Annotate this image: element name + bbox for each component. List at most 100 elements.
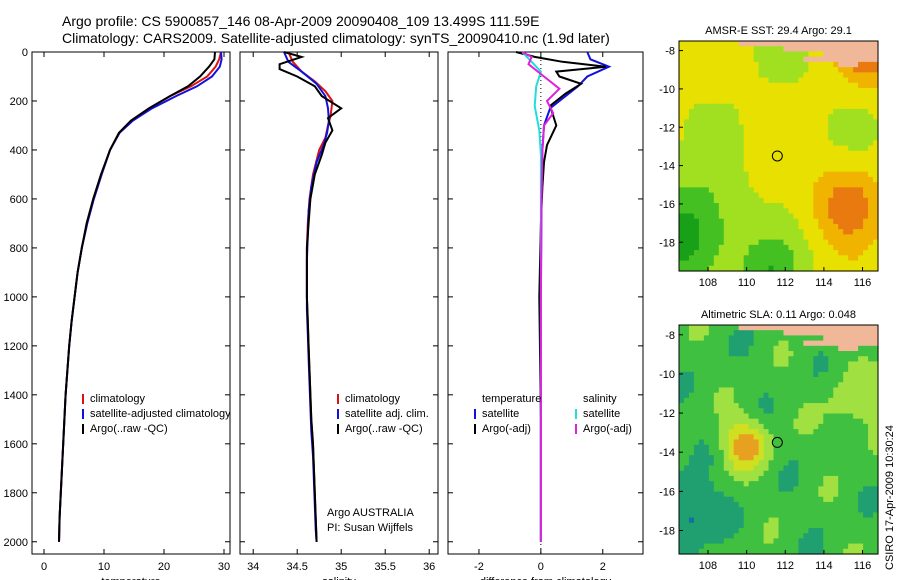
sla_map-cell	[723, 522, 730, 529]
sla_map-cell	[783, 330, 790, 336]
sla_map-cell	[808, 538, 814, 545]
sst_map-cell	[688, 98, 695, 105]
sst_map-cell	[783, 213, 790, 220]
sla_map-cell	[753, 449, 760, 456]
sst_map-cell	[713, 229, 720, 236]
sla_map-cell	[848, 496, 854, 503]
sst_map-cell	[758, 192, 765, 199]
sla_map-cell	[813, 377, 819, 383]
sst_map-cell	[743, 124, 750, 131]
sst_map-cell	[788, 265, 795, 272]
sst_map-cell	[788, 239, 795, 246]
sla_map-cell	[683, 481, 690, 487]
sst_map-cell	[693, 61, 700, 68]
sst_map-cell	[868, 82, 874, 89]
sla_map-cell	[698, 470, 705, 477]
sst_map-cell	[713, 187, 720, 194]
sla_map-cell	[808, 356, 814, 363]
sla_map-cell	[858, 377, 864, 383]
sst_map-cell	[733, 156, 740, 162]
sla_map-cell	[788, 351, 795, 357]
sst_map-cell	[733, 223, 740, 230]
sla_map-cell	[828, 382, 834, 389]
sla_map-cell	[728, 377, 735, 383]
sla_map-cell	[853, 486, 859, 493]
sla_map-cell	[743, 340, 750, 347]
sst_map-cell	[698, 82, 705, 89]
sst_map-cell	[688, 182, 695, 188]
sla_map-cell	[828, 548, 834, 555]
sst_map-cell	[858, 218, 864, 225]
sla_map-cell	[693, 423, 700, 430]
sst_map-cell	[783, 250, 790, 256]
sst_map-cell	[808, 67, 814, 73]
sla_map-cell	[868, 325, 874, 331]
sla_map-cell	[683, 330, 690, 336]
sst_map-cell	[743, 56, 750, 63]
sla_map-cell	[828, 491, 834, 498]
sst_map-cell	[713, 61, 720, 68]
sla_map-cell	[808, 522, 814, 529]
sst_map-cell	[768, 223, 775, 230]
sla_map-ytick-label: -18	[659, 526, 675, 538]
argo-institution-annotation: Argo AUSTRALIA	[327, 507, 414, 519]
sst_map-cell	[873, 213, 879, 220]
sla_map-cell	[773, 330, 780, 336]
sst_map-cell	[778, 124, 785, 131]
sst_map-cell	[798, 187, 804, 194]
sla_map-cell	[698, 548, 705, 555]
sst_map-cell	[679, 93, 685, 100]
sst_map-cell	[713, 103, 720, 110]
sst_map-cell	[833, 192, 839, 199]
sst_map-cell	[728, 182, 735, 188]
sla_map-cell	[753, 429, 760, 435]
sst_map-cell	[728, 265, 735, 272]
sst_map-cell	[873, 108, 879, 115]
sst_map-cell	[713, 124, 720, 131]
sst_map-cell	[688, 67, 695, 73]
sla_map-cell	[768, 507, 775, 513]
sst_map-cell	[763, 88, 770, 94]
sst_map-cell	[848, 182, 854, 188]
sst_map-cell	[698, 161, 705, 168]
sst_map-cell	[743, 161, 750, 168]
sst_map-cell	[743, 145, 750, 152]
sla_map-cell	[683, 475, 690, 482]
sla_map-cell	[743, 444, 750, 451]
sst_map-cell	[813, 135, 819, 141]
sst_map-cell	[873, 182, 879, 188]
sla_map-cell	[733, 377, 740, 383]
sla_map-cell	[833, 423, 839, 430]
sla_map-cell	[763, 325, 770, 331]
sst_map-cell	[863, 223, 869, 230]
sst_map-cell	[708, 124, 715, 131]
sla_map-cell	[733, 345, 740, 352]
sla_map-cell	[728, 507, 735, 513]
sst_map-cell	[698, 135, 705, 141]
sla_map-cell	[823, 460, 829, 467]
sla_map-cell	[843, 408, 849, 415]
sst_map-cell	[808, 129, 814, 136]
sla_map-cell	[803, 351, 809, 357]
sla_map-cell	[868, 418, 874, 425]
sst_map-cell	[748, 98, 755, 105]
sst_map-cell	[783, 223, 790, 230]
sst_map-cell	[703, 82, 710, 89]
sla_map-cell	[768, 501, 775, 508]
sla_map-cell	[693, 449, 700, 456]
sla_map-cell	[773, 522, 780, 529]
sla_map-cell	[803, 356, 809, 363]
sst_map-cell	[833, 234, 839, 241]
sst_map-cell	[683, 93, 690, 100]
sla_map-cell	[778, 501, 785, 508]
sst_map-cell	[773, 61, 780, 68]
sla_map-cell	[813, 522, 819, 529]
sst_map-cell	[833, 61, 839, 68]
sst_map-cell	[708, 244, 715, 251]
sla_map-cell	[833, 460, 839, 467]
sst_map-cell	[723, 124, 730, 131]
sst_map-cell	[813, 88, 819, 94]
sla_map-cell	[728, 455, 735, 461]
sla_map-cell	[713, 538, 720, 545]
sla_map-cell	[783, 403, 790, 409]
